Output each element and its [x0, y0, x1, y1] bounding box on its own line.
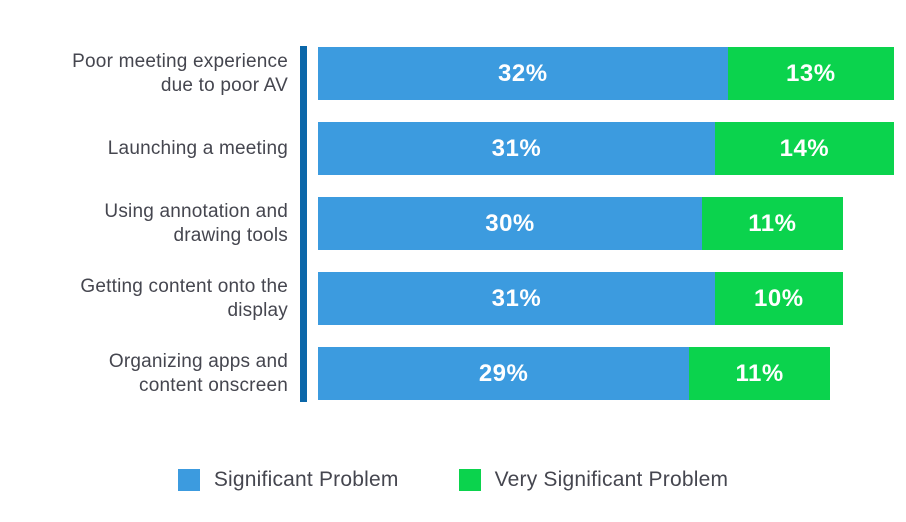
stacked-bar: 31% 10%: [318, 272, 843, 325]
legend-swatch-very-significant-problem: [458, 469, 481, 491]
legend-item-very-significant-problem[interactable]: Very Significant Problem: [458, 468, 729, 492]
bar-value-label: 13%: [786, 59, 836, 87]
bar-value-label: 10%: [754, 284, 804, 312]
legend-label: Significant Problem: [213, 468, 399, 491]
bar-segment-very-significant-problem[interactable]: 14%: [714, 122, 894, 175]
bar-value-label: 31%: [491, 134, 542, 162]
bar-segment-significant-problem[interactable]: 31%: [318, 122, 715, 175]
stacked-bar: 32% 13%: [318, 47, 894, 100]
bar-segment-significant-problem[interactable]: 31%: [318, 272, 715, 325]
legend-label: Very Significant Problem: [494, 468, 729, 491]
bar-segment-very-significant-problem[interactable]: 13%: [727, 47, 894, 100]
bar-row: Poor meeting experience due to poor AV 3…: [0, 47, 906, 100]
legend: Significant Problem Very Significant Pro…: [0, 468, 906, 492]
bar-row: Getting content onto the display 31% 10%: [0, 272, 906, 325]
legend-item-significant-problem[interactable]: Significant Problem: [177, 468, 399, 492]
bar-value-label: 14%: [779, 134, 830, 162]
bar-segment-very-significant-problem[interactable]: 11%: [702, 197, 843, 250]
bar-segment-significant-problem[interactable]: 29%: [318, 347, 690, 400]
category-label: Getting content onto the display: [80, 275, 288, 321]
stacked-bar: 31% 14%: [318, 122, 894, 175]
category-label: Launching a meeting: [107, 137, 288, 159]
bar-value-label: 31%: [491, 284, 542, 312]
bar-row: Launching a meeting 31% 14%: [0, 122, 906, 175]
y-axis-line: [300, 46, 307, 402]
category-label: Organizing apps and content onscreen: [108, 350, 288, 396]
stacked-bar: 29% 11%: [318, 347, 830, 400]
bar-segment-very-significant-problem[interactable]: 11%: [689, 347, 830, 400]
bar-value-label: 30%: [485, 209, 535, 237]
category-label: Using annotation and drawing tools: [104, 200, 288, 246]
stacked-bar: 30% 11%: [318, 197, 843, 250]
bar-row: Organizing apps and content onscreen 29%…: [0, 347, 906, 400]
bar-value-label: 32%: [498, 59, 548, 87]
bar-segment-very-significant-problem[interactable]: 10%: [714, 272, 843, 325]
bar-rows: Poor meeting experience due to poor AV 3…: [0, 47, 906, 400]
bar-row: Using annotation and drawing tools 30% 1…: [0, 197, 906, 250]
category-label: Poor meeting experience due to poor AV: [72, 50, 288, 96]
bar-value-label: 11%: [735, 359, 784, 387]
bar-value-label: 29%: [478, 359, 529, 387]
bar-value-label: 11%: [748, 209, 797, 237]
legend-swatch-significant-problem: [177, 469, 200, 491]
bar-segment-significant-problem[interactable]: 30%: [318, 197, 702, 250]
bar-segment-significant-problem[interactable]: 32%: [318, 47, 728, 100]
